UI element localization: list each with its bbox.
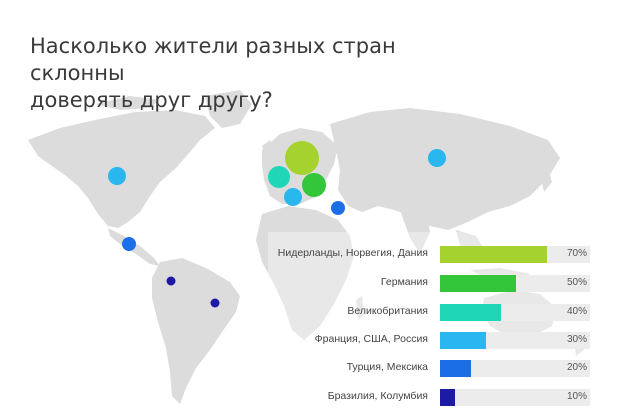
japan-shape bbox=[540, 168, 552, 192]
bubble-germany bbox=[302, 173, 326, 197]
bar bbox=[440, 246, 547, 263]
bar-row: Турция, Мексика 20% bbox=[0, 359, 620, 379]
bubble-colombia bbox=[166, 276, 176, 286]
bar-track bbox=[440, 360, 590, 377]
bar-track bbox=[440, 304, 590, 321]
bar-label: Нидерланды, Норвегия, Дания bbox=[277, 247, 428, 259]
bar-track bbox=[440, 389, 590, 406]
bubble-brazil bbox=[210, 298, 220, 308]
bar-label: Германия bbox=[380, 276, 428, 288]
bubble-france bbox=[284, 188, 302, 206]
bubble-usa bbox=[108, 167, 126, 185]
bar-row: Франция, США, Россия 30% bbox=[0, 331, 620, 351]
south-america-shape bbox=[152, 258, 240, 404]
bubble-russia bbox=[428, 149, 446, 167]
chart-title: Насколько жители разных стран склонны до… bbox=[30, 33, 490, 114]
bubble-mexico bbox=[122, 237, 136, 251]
india-shape bbox=[400, 210, 430, 254]
africa-shape bbox=[256, 206, 354, 340]
bar-row: Великобритания 40% bbox=[0, 303, 620, 323]
chart-title-line-1: Насколько жители разных стран склонны bbox=[30, 34, 396, 85]
bar-value-label: 40% bbox=[567, 306, 588, 317]
bar-label: Бразилия, Колумбия bbox=[327, 390, 428, 402]
asia-shape bbox=[330, 108, 560, 230]
bar-value-label: 70% bbox=[567, 248, 588, 259]
bar-label: Турция, Мексика bbox=[346, 361, 428, 373]
bubble-turkey bbox=[331, 201, 345, 215]
map-bubbles bbox=[108, 141, 446, 308]
canada-north-shape bbox=[95, 96, 160, 110]
bar-label: Великобритания bbox=[347, 305, 428, 317]
bar bbox=[440, 304, 502, 321]
bar-track bbox=[440, 275, 590, 292]
bar bbox=[440, 360, 471, 377]
bar-value-label: 10% bbox=[567, 391, 588, 402]
bar-track bbox=[440, 246, 590, 263]
bubble-netherlands-norway-denmark bbox=[285, 141, 319, 175]
bar-row: Бразилия, Колумбия 10% bbox=[0, 388, 620, 408]
uk-shape bbox=[262, 140, 274, 160]
bar bbox=[440, 389, 456, 406]
bar bbox=[440, 275, 517, 292]
chart-title-line-2: доверять друг другу? bbox=[30, 88, 273, 112]
madagascar-shape bbox=[356, 296, 364, 320]
bar-value-label: 20% bbox=[567, 362, 588, 373]
bar-label: Франция, США, Россия bbox=[314, 333, 428, 345]
map-land bbox=[28, 90, 584, 404]
bar-row: Нидерланды, Норвегия, Дания 70% bbox=[0, 245, 620, 265]
bar-row: Германия 50% bbox=[0, 274, 620, 294]
greenland-shape bbox=[205, 90, 252, 128]
bubble-uk bbox=[268, 166, 290, 188]
bar bbox=[440, 332, 486, 349]
bar-track bbox=[440, 332, 590, 349]
bar-value-label: 50% bbox=[567, 277, 588, 288]
bar-value-label: 30% bbox=[567, 334, 588, 345]
